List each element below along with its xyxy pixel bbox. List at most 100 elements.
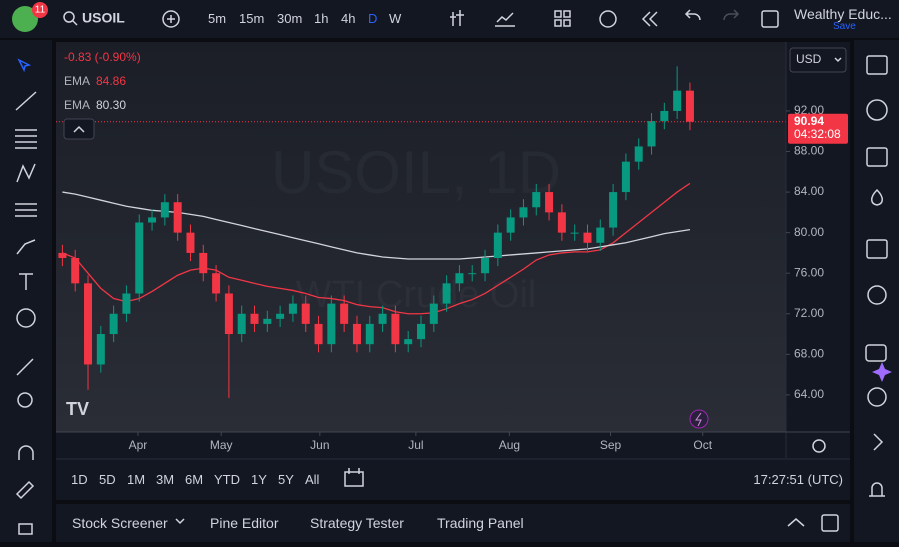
panel-tab[interactable]: Stock Screener <box>72 515 168 531</box>
watermark: WTI Crude Oil <box>296 274 537 316</box>
interval[interactable]: 4h <box>341 11 356 26</box>
save-button[interactable]: Save <box>833 21 856 32</box>
interval[interactable]: 5m <box>208 11 227 26</box>
add-symbol <box>167 15 175 23</box>
calendar[interactable] <box>866 239 888 259</box>
magnet-tool[interactable] <box>18 445 34 460</box>
range-button[interactable]: 3M <box>156 472 175 487</box>
interval[interactable]: W <box>389 11 402 26</box>
ema-line <box>62 182 691 315</box>
interval[interactable]: 30m <box>277 11 303 26</box>
fullscreen[interactable] <box>761 10 779 28</box>
notifications[interactable] <box>869 482 885 497</box>
currency-select[interactable] <box>789 47 847 73</box>
account-name[interactable]: Wealthy Educ... <box>794 6 892 22</box>
clock: 17:27:51 (UTC) <box>753 472 843 487</box>
maximize-panel[interactable] <box>787 518 805 527</box>
x-tick-label: Sep <box>600 438 622 452</box>
tips[interactable] <box>867 387 887 407</box>
alerts[interactable] <box>866 99 888 121</box>
symbol[interactable]: USOIL <box>82 10 125 26</box>
range-button[interactable]: 5D <box>99 472 116 487</box>
lock-drawings[interactable] <box>15 480 35 500</box>
x-tick-label: Oct <box>693 438 712 452</box>
panel-tab[interactable]: Pine Editor <box>210 515 279 531</box>
search-icon[interactable] <box>63 11 75 23</box>
candle-body <box>199 252 208 274</box>
candle-body <box>660 110 669 122</box>
candle-body <box>609 192 618 228</box>
panel-layout[interactable] <box>821 514 839 532</box>
streams[interactable] <box>873 433 884 451</box>
events-icon <box>695 412 702 427</box>
range-button[interactable]: All <box>305 472 320 487</box>
collapse-legend[interactable] <box>63 118 95 140</box>
badge <box>32 2 48 18</box>
trend-line-tool[interactable] <box>15 91 37 111</box>
bottom-panel: Stock Screener Pine Editor Strategy Tester… <box>56 504 850 542</box>
range-button[interactable]: 5Y <box>278 472 294 487</box>
y-tick-label: 68.00 <box>794 346 824 360</box>
brush-tool[interactable] <box>16 239 36 255</box>
chart-panel: USOIL, 1D WTI Crude Oil -0.83 (-0.90%) E… <box>56 42 850 500</box>
alert[interactable] <box>599 10 617 28</box>
indicators[interactable] <box>495 12 515 27</box>
zoom-tool[interactable] <box>17 392 33 408</box>
watchlist[interactable] <box>866 55 888 75</box>
y-tick-label: 88.00 <box>794 144 824 158</box>
settings[interactable] <box>812 439 826 453</box>
emoji-tool[interactable] <box>16 308 36 328</box>
candle-body <box>58 252 67 258</box>
top-toolbar: 11 USOIL 5m 15m 30m 1h 4h D W Wealthy Educ... … <box>0 0 899 38</box>
range-button[interactable]: YTD <box>214 472 240 487</box>
panel-tab[interactable]: Trading Panel <box>437 515 524 531</box>
range-button[interactable]: 1M <box>127 472 146 487</box>
add-symbol[interactable] <box>162 10 180 28</box>
candle-body <box>327 303 336 345</box>
measure-tool[interactable] <box>16 358 34 376</box>
layouts[interactable] <box>554 10 562 18</box>
candle-body <box>545 192 554 213</box>
legend-value: 84.86 <box>96 74 126 88</box>
screener-dropdown[interactable] <box>175 518 185 525</box>
candle-body <box>135 222 144 294</box>
interval[interactable]: 1h <box>314 11 329 26</box>
chat[interactable] <box>865 344 887 362</box>
candle-body <box>301 303 310 324</box>
x-tick-label: Apr <box>129 438 148 452</box>
y-tick-label: 64.00 <box>794 387 824 401</box>
panel-tab[interactable]: Strategy Tester <box>310 515 404 531</box>
redo[interactable] <box>723 9 740 21</box>
range-button[interactable]: 1D <box>71 472 88 487</box>
search-icon <box>72 20 78 26</box>
interval[interactable]: 15m <box>239 11 265 26</box>
interval[interactable]: D <box>368 11 378 26</box>
news[interactable] <box>866 147 888 167</box>
chart-type[interactable] <box>450 10 464 26</box>
ideas[interactable] <box>867 285 887 305</box>
candle-body <box>378 313 387 324</box>
range-button[interactable]: 1Y <box>251 472 267 487</box>
events-icon[interactable] <box>689 409 709 429</box>
price-label-box <box>788 113 848 144</box>
replay[interactable] <box>641 11 658 27</box>
y-tick-label: 76.00 <box>794 265 824 279</box>
undo[interactable] <box>684 9 701 21</box>
tv-logo: TV <box>66 399 89 419</box>
candle-body <box>647 121 656 147</box>
candle-body <box>212 273 221 294</box>
projection-tool[interactable] <box>15 203 37 217</box>
fib-tool[interactable] <box>15 129 37 149</box>
hotlists[interactable] <box>871 188 883 206</box>
layouts <box>554 19 562 27</box>
text-tool[interactable] <box>19 273 33 290</box>
sidebar-icons <box>865 55 892 497</box>
assistant[interactable] <box>872 362 892 382</box>
pattern-tool[interactable] <box>16 163 36 183</box>
range-button[interactable]: 6M <box>185 472 204 487</box>
cursor-tool[interactable] <box>17 58 32 73</box>
candle-body <box>352 323 361 345</box>
legend-name: EMA <box>64 74 90 88</box>
lock-tool[interactable] <box>18 523 33 535</box>
date-range[interactable] <box>344 468 364 487</box>
